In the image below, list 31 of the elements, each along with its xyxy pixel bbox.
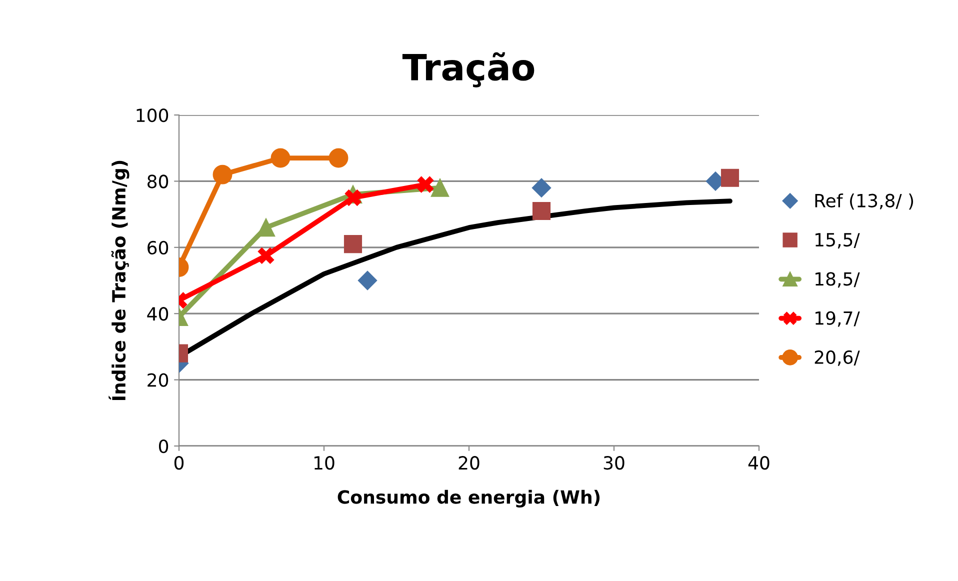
- x-tick-label: 10: [314, 456, 334, 470]
- legend-label: 19,7∕: [816, 311, 860, 327]
- x-tick-label: 0: [174, 456, 184, 470]
- point: [532, 178, 552, 198]
- y-tick-label: 0: [158, 439, 168, 454]
- point: [532, 202, 551, 220]
- point: [344, 189, 362, 206]
- y-tick-label: 60: [148, 240, 168, 255]
- point: [417, 176, 434, 193]
- point: [720, 168, 740, 187]
- legend-label: 18,5∕: [816, 272, 860, 288]
- point: [270, 148, 290, 168]
- y-tick-label: 40: [147, 307, 168, 321]
- y-axis-title: Índice de Tração (Nm/g): [108, 160, 130, 400]
- y-tick-label: 80: [148, 174, 168, 188]
- x-tick-label: 30: [604, 456, 624, 470]
- x-tick-label: 20: [458, 456, 480, 470]
- point: [258, 247, 274, 264]
- point: [358, 270, 378, 290]
- y-tick-label: 100: [136, 108, 168, 122]
- chart-title: Tração: [402, 52, 534, 88]
- point: [430, 178, 450, 197]
- y-tick-label: 20: [148, 373, 168, 387]
- x-axis-title: Consumo de energia (Wh): [338, 490, 600, 508]
- legend-label: 15,5∕: [816, 233, 860, 248]
- legend-label: Ref (13,8∕ ): [815, 193, 914, 210]
- legend-label: 20,6∕: [814, 350, 860, 366]
- x-tick-label: 40: [748, 456, 770, 470]
- point: [344, 235, 362, 254]
- point: [212, 164, 232, 184]
- point: [328, 148, 348, 168]
